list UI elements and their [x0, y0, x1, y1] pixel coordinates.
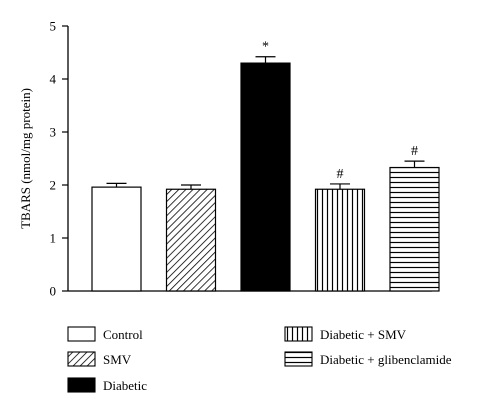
legend-item: Diabetic + SMV	[284, 326, 407, 342]
significance-label: *	[262, 40, 269, 55]
bar-group: *	[240, 40, 291, 292]
bar	[389, 166, 440, 292]
y-axis: 0 1 2 3 4 5 TBARS (nmol/mg protein)	[18, 19, 432, 299]
significance-label: #	[411, 144, 418, 159]
legend-swatch	[284, 351, 313, 367]
legend: Control SMV Diabetic Diabetic + SMV Diabetic…	[67, 326, 452, 393]
bar-group	[165, 184, 217, 292]
legend-label: SMV	[103, 352, 132, 367]
legend-item: Diabetic	[67, 377, 147, 393]
legend-swatch	[284, 326, 313, 342]
y-tick-label: 0	[50, 284, 57, 299]
y-tick-label: 5	[50, 19, 57, 34]
legend-label: Diabetic + glibenclamide	[320, 352, 452, 367]
legend-label: Diabetic + SMV	[320, 327, 407, 342]
bars: * # #	[91, 40, 440, 292]
y-tick-label: 2	[50, 178, 57, 193]
significance-label: #	[337, 167, 344, 182]
y-tick-label: 3	[50, 125, 57, 140]
legend-item: SMV	[67, 351, 132, 367]
bar	[314, 188, 366, 292]
bar	[91, 186, 142, 292]
legend-swatch	[67, 326, 96, 342]
bar	[240, 62, 291, 292]
y-axis-title: TBARS (nmol/mg protein)	[18, 88, 33, 229]
legend-swatch	[67, 351, 96, 367]
bar-group	[91, 182, 142, 292]
bar-group: #	[314, 167, 366, 292]
y-tick-label: 4	[50, 72, 57, 87]
y-tick-label: 1	[50, 231, 57, 246]
legend-label: Control	[103, 327, 143, 342]
legend-swatch	[67, 377, 96, 393]
bar-group: #	[389, 144, 440, 292]
bar	[165, 188, 217, 292]
legend-item: Control	[67, 326, 143, 342]
legend-item: Diabetic + glibenclamide	[284, 351, 452, 367]
legend-label: Diabetic	[103, 378, 147, 393]
